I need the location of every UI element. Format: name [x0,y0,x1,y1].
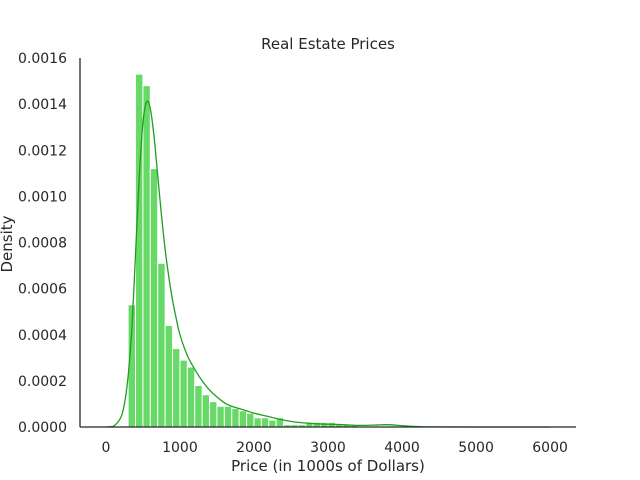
y-axis-title: Density [0,215,16,272]
histogram-bar-12 [216,405,225,428]
histogram-bar-13 [223,405,233,428]
histogram-bar-2 [142,85,151,428]
x-tick-label: 1000 [162,440,198,456]
histogram-bar-14 [231,408,240,428]
y-tick-label: 0.0002 [18,374,67,390]
histogram-bar-17 [253,417,262,428]
kde-curve [105,100,551,428]
x-tick-label: 6000 [532,440,568,456]
y-tick-label: 0.0014 [18,97,67,113]
x-axis-title: Price (in 1000s of Dollars) [231,457,425,475]
histogram-bar-4 [157,262,166,428]
chart-title: Real Estate Prices [261,35,395,53]
histogram-bars [127,73,359,428]
histogram-bar-6 [172,348,181,428]
histogram-bar-11 [209,401,218,428]
histogram-bar-18 [260,417,270,428]
y-tick-label: 0.0006 [18,282,67,298]
histogram-bar-19 [268,419,277,428]
y-tick-label: 0.0012 [18,143,67,159]
histogram-bar-16 [246,412,255,428]
x-tick-label: 0 [101,440,110,456]
y-tick-label: 0.0000 [18,420,67,436]
y-tick-label: 0.0004 [18,328,67,344]
histogram-bar-3 [149,168,159,428]
histogram-bar-8 [186,366,196,428]
histogram-bar-1 [135,73,144,428]
kde-curve-group [105,100,551,428]
histogram-bar-5 [164,325,174,428]
histogram-bar-7 [179,359,188,428]
x-axis-ticks: 0 1000 2000 3000 4000 5000 6000 [101,440,567,456]
x-tick-label: 4000 [384,440,420,456]
x-tick-label: 5000 [458,440,494,456]
y-tick-label: 0.0008 [18,236,67,252]
axes [79,58,576,428]
histogram-bar-9 [194,384,203,428]
x-tick-label: 2000 [236,440,272,456]
histogram-bar-15 [238,410,248,428]
y-tick-label: 0.0016 [18,51,67,67]
y-axis-ticks: 0.0000 0.0002 0.0004 0.0006 0.0008 0.0010 0.00… [18,51,67,436]
y-tick-label: 0.0010 [18,189,67,205]
x-tick-label: 3000 [310,440,346,456]
histogram-bar-10 [201,394,211,428]
